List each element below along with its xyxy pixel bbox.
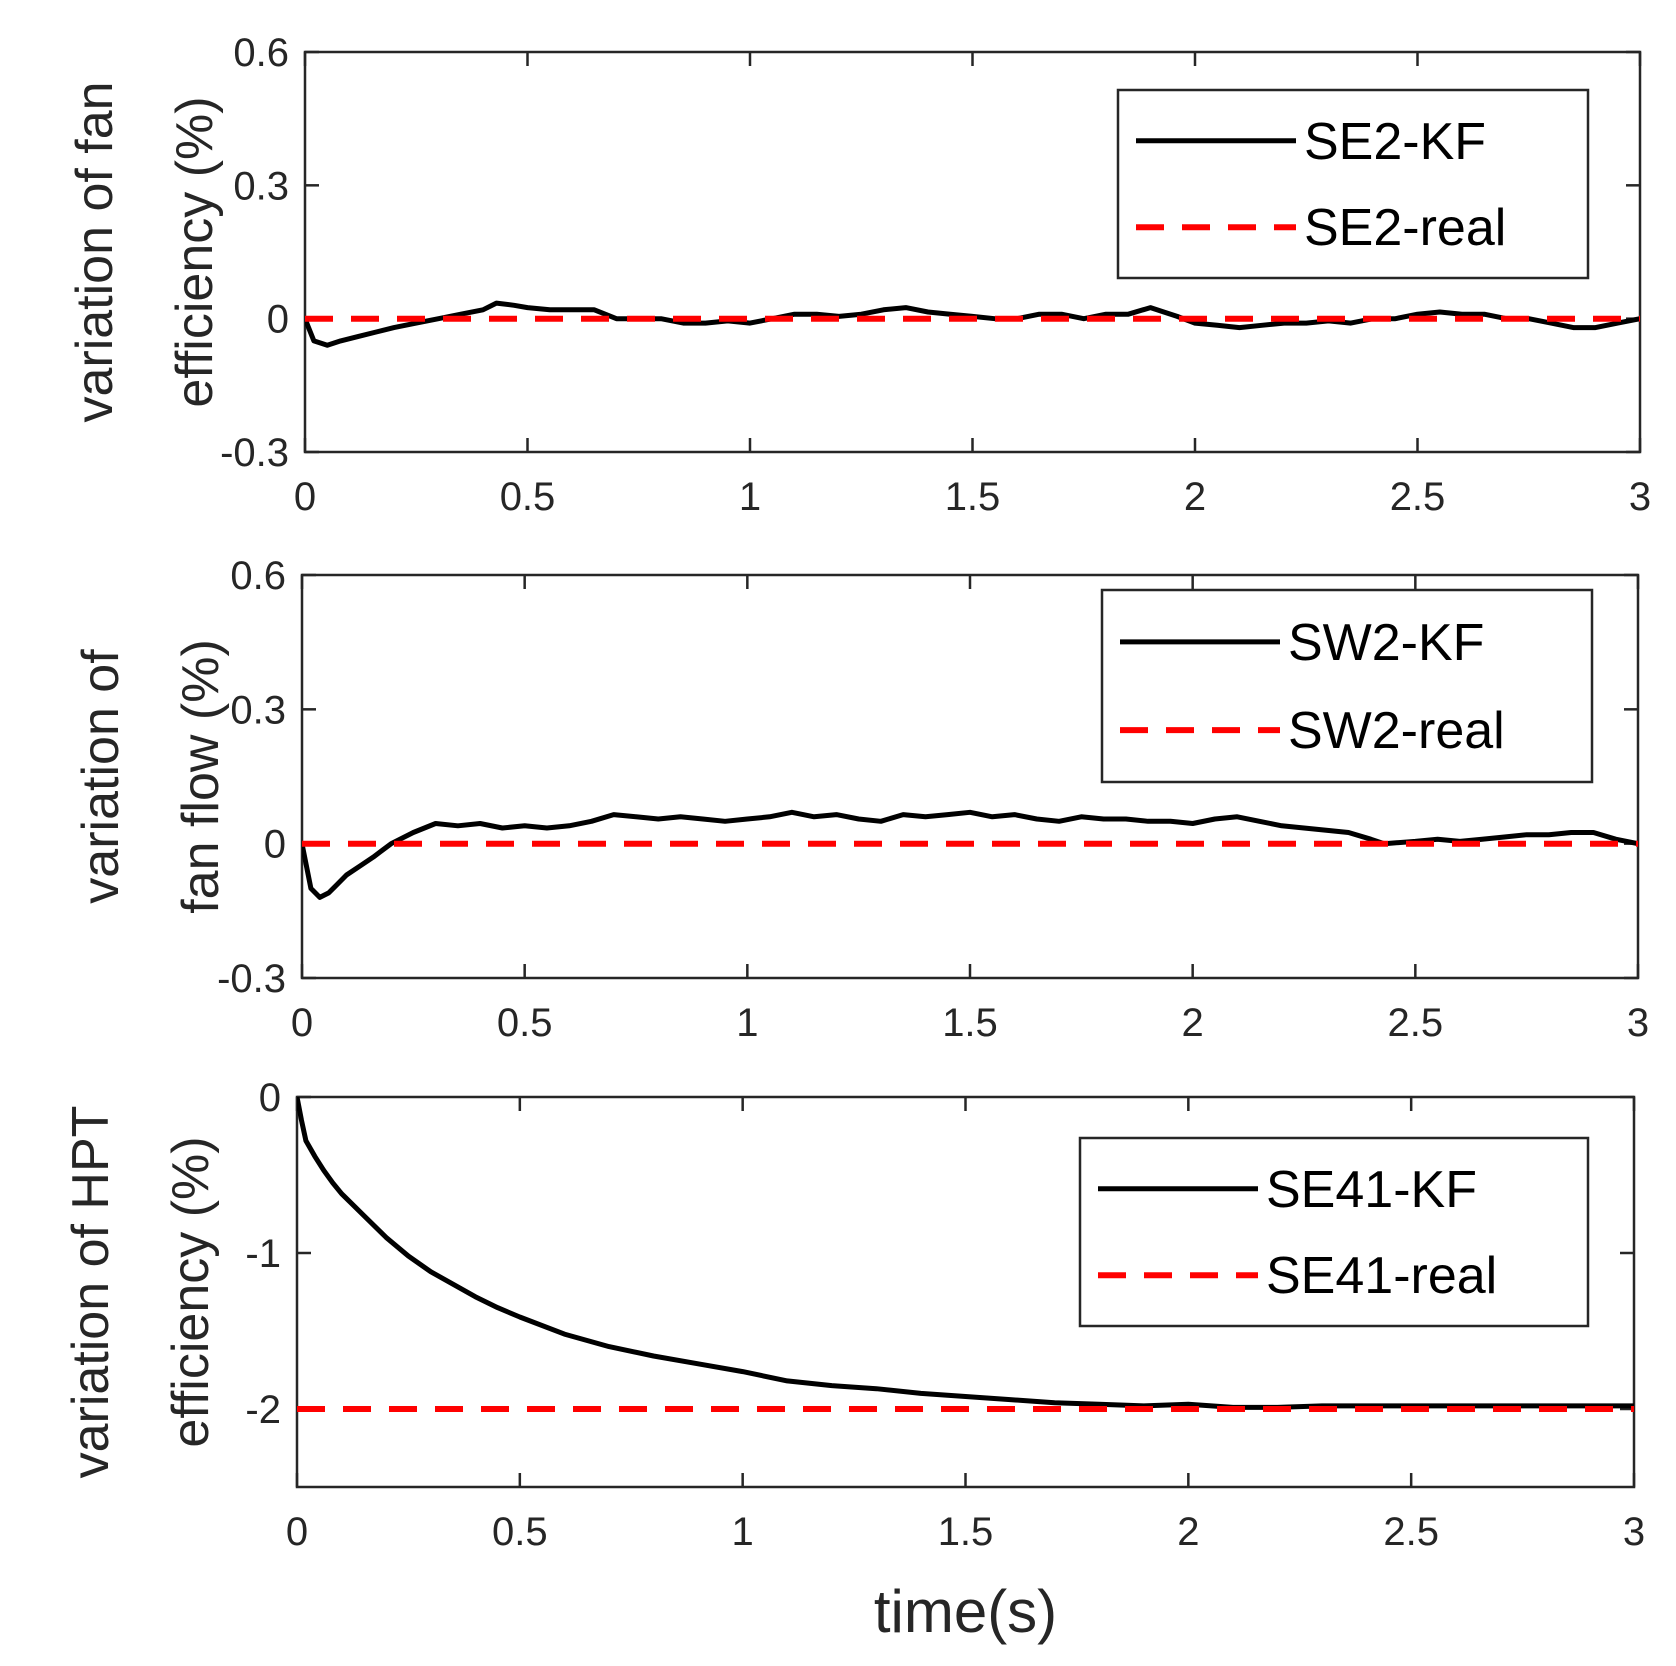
x-tick-label: 1.5	[945, 475, 1001, 519]
y-axis-label-line: efficiency (%)	[166, 96, 224, 407]
y-tick-label: -1	[245, 1232, 281, 1276]
legend-entry-sw2-kf: SW2-KF	[1288, 614, 1484, 672]
legend: SE41-KF SE41-real	[1078, 1136, 1590, 1328]
x-tick-label: 0.5	[497, 1001, 553, 1045]
chart-3: 0 0.5 1 1.5 2 2.5 3 -2 -1 0 variation of HPT effici…	[62, 1076, 1645, 1645]
y-tick-label: 0.6	[233, 31, 289, 75]
legend-box	[1116, 88, 1590, 280]
y-tick-label: 0	[264, 823, 286, 867]
legend-entry-se2-real: SE2-real	[1304, 199, 1506, 257]
x-tick-label: 2.5	[1388, 1001, 1444, 1045]
y-axis-label-line: variation of	[72, 649, 130, 904]
legend: SE2-KF SE2-real	[1116, 88, 1590, 280]
legend-entry-se2-kf: SE2-KF	[1304, 113, 1486, 171]
series-line-sw2-kf	[302, 809, 1638, 900]
x-tick-label: 1.5	[938, 1510, 994, 1554]
x-tick-label: 2	[1177, 1510, 1199, 1554]
x-tick-label: 0	[286, 1510, 308, 1554]
x-tick-label: 3	[1623, 1510, 1645, 1554]
x-tick-label: 2.5	[1383, 1510, 1439, 1554]
x-tick-label: 1	[739, 475, 761, 519]
x-tick-label: 2.5	[1390, 475, 1446, 519]
x-tick-label: 0.5	[492, 1510, 548, 1554]
x-tick-label: 1	[732, 1510, 754, 1554]
legend-box	[1100, 588, 1594, 784]
y-tick-label: -2	[245, 1388, 281, 1432]
x-axis-label: time(s)	[874, 1578, 1057, 1645]
legend-box	[1078, 1136, 1590, 1328]
legend-entry-sw2-real: SW2-real	[1288, 702, 1505, 760]
x-tick-label: 0.5	[500, 475, 556, 519]
x-tick-label: 2	[1184, 475, 1206, 519]
legend-entry-se41-real: SE41-real	[1266, 1247, 1497, 1305]
y-axis-label-line: efficiency (%)	[162, 1136, 220, 1447]
y-tick-label: -0.3	[217, 957, 286, 1001]
x-tick-label: 2	[1182, 1001, 1204, 1045]
y-tick-label: 0	[267, 298, 289, 342]
series-line-se2-kf	[305, 300, 1640, 348]
y-tick-label: 0.3	[230, 688, 286, 732]
x-tick-label: 1	[736, 1001, 758, 1045]
y-axis-label-line: fan flow (%)	[172, 639, 230, 914]
x-tick-label: 1.5	[942, 1001, 998, 1045]
y-axis-label: variation of fan flow (%)	[72, 639, 230, 914]
y-axis-label-line: variation of HPT	[62, 1106, 120, 1479]
x-tick-label: 3	[1629, 475, 1651, 519]
x-tick-label: 0	[291, 1001, 313, 1045]
series-line-se41-kf	[297, 1097, 1634, 1410]
y-axis-label: variation of fan efficiency (%)	[66, 81, 224, 422]
y-tick-label: 0.6	[230, 554, 286, 598]
y-axis-label: variation of HPT efficiency (%)	[62, 1106, 220, 1479]
legend: SW2-KF SW2-real	[1100, 588, 1594, 784]
legend-entry-se41-kf: SE41-KF	[1266, 1161, 1477, 1219]
x-tick-label: 3	[1627, 1001, 1649, 1045]
y-tick-label: -0.3	[220, 431, 289, 475]
y-axis-label-line: variation of fan	[66, 81, 124, 422]
x-tick-label: 0	[294, 475, 316, 519]
y-tick-label: 0.3	[233, 164, 289, 208]
y-tick-label: 0	[259, 1076, 281, 1120]
